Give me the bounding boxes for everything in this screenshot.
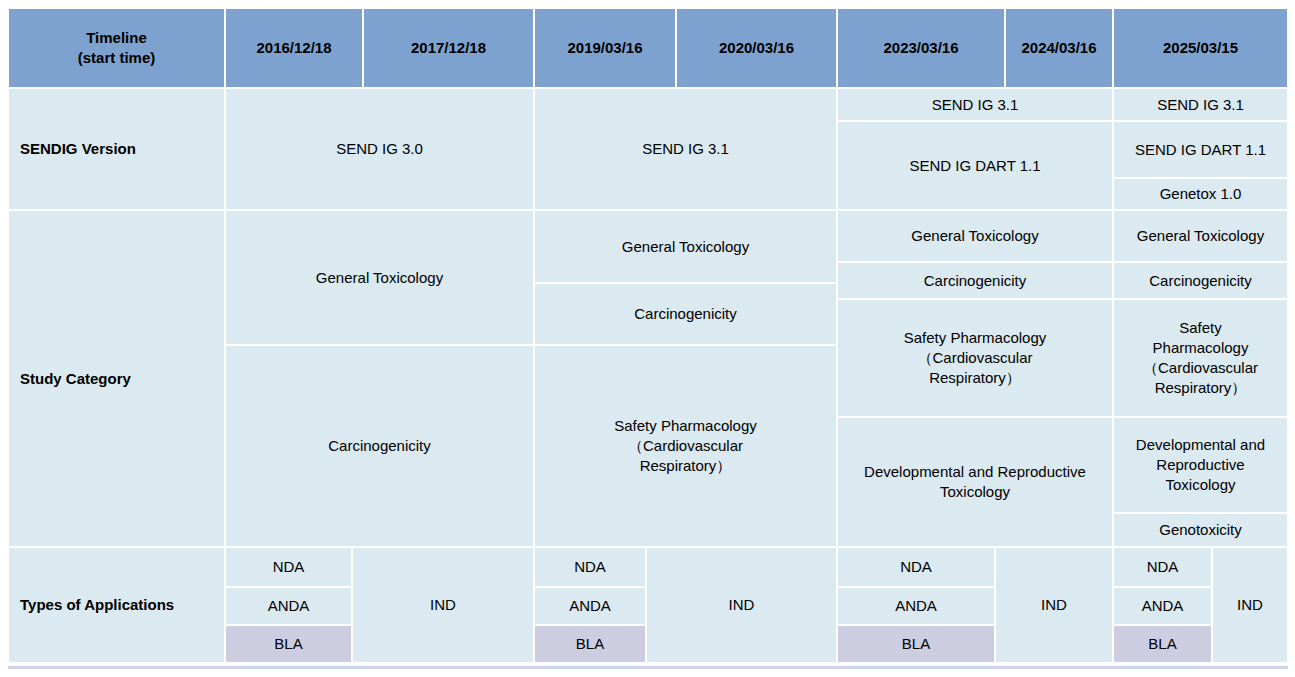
cell-bla-2016: BLA (225, 625, 352, 663)
cell-send-ig-dart-2023-2024: SEND IG DART 1.1 (837, 121, 1113, 210)
table-bottom-strip (8, 666, 1288, 669)
header-cell-date-2017: 2017/12/18 (363, 8, 534, 88)
header-cell-date-2023: 2023/03/16 (837, 8, 1005, 88)
header-cell-date-2019: 2019/03/16 (534, 8, 676, 88)
cell-nda-2025: NDA (1113, 547, 1212, 587)
header-cell-date-2016: 2016/12/18 (225, 8, 363, 88)
cell-anda-2016: ANDA (225, 587, 352, 625)
cell-send-ig-dart-2025: SEND IG DART 1.1 (1113, 121, 1288, 178)
cell-carcinogenicity-2016-2017: Carcinogenicity (225, 345, 534, 547)
row-label-types-of-applications: Types of Applications (8, 547, 225, 663)
cell-safety-pharm-2025: Safety Pharmacology （Cardiovascular Resp… (1113, 299, 1288, 417)
cell-general-tox-2025: General Toxicology (1113, 210, 1288, 262)
cell-send-ig-31-2023-2024: SEND IG 3.1 (837, 88, 1113, 121)
cell-send-ig-31-2025: SEND IG 3.1 (1113, 88, 1288, 121)
cell-ind-2020: IND (646, 547, 837, 663)
cell-safety-pharm-2023-2024: Safety Pharmacology （Cardiovascular Resp… (837, 299, 1113, 417)
cell-carcinogenicity-2019-2020: Carcinogenicity (534, 283, 837, 345)
header-cell-date-2024: 2024/03/16 (1005, 8, 1113, 88)
cell-ind-2017: IND (352, 547, 534, 663)
row-label-study-category: Study Category (8, 210, 225, 547)
header-cell-date-2025: 2025/03/15 (1113, 8, 1288, 88)
cell-general-tox-2023-2024: General Toxicology (837, 210, 1113, 262)
cell-nda-2019: NDA (534, 547, 646, 587)
cell-nda-2023: NDA (837, 547, 995, 587)
cell-send-ig-30: SEND IG 3.0 (225, 88, 534, 210)
cell-nda-2016: NDA (225, 547, 352, 587)
cell-ind-2024: IND (995, 547, 1113, 663)
send-timeline-table: Timeline (start time) 2016/12/18 2017/12… (0, 0, 1295, 677)
cell-general-tox-2016-2017: General Toxicology (225, 210, 534, 345)
cell-dev-repro-tox-2023-2024: Developmental and Reproductive Toxicolog… (837, 417, 1113, 547)
cell-safety-pharm-2019-2020: Safety Pharmacology （Cardiovascular Resp… (534, 345, 837, 547)
cell-dev-repro-tox-2025: Developmental and Reproductive Toxicolog… (1113, 417, 1288, 513)
cell-anda-2023: ANDA (837, 587, 995, 625)
cell-anda-2019: ANDA (534, 587, 646, 625)
cell-genetox-2025: Genetox 1.0 (1113, 178, 1288, 210)
cell-send-ig-31-2019-2020: SEND IG 3.1 (534, 88, 837, 210)
cell-anda-2025: ANDA (1113, 587, 1212, 625)
cell-bla-2023: BLA (837, 625, 995, 663)
cell-bla-2019: BLA (534, 625, 646, 663)
header-cell-timeline: Timeline (start time) (8, 8, 225, 88)
cell-bla-2025: BLA (1113, 625, 1212, 663)
cell-general-tox-2019-2020: General Toxicology (534, 210, 837, 283)
row-label-sendig-version: SENDIG Version (8, 88, 225, 210)
header-cell-date-2020: 2020/03/16 (676, 8, 837, 88)
cell-carcinogenicity-2025: Carcinogenicity (1113, 262, 1288, 299)
cell-carcinogenicity-2023-2024: Carcinogenicity (837, 262, 1113, 299)
cell-ind-2025: IND (1212, 547, 1288, 663)
cell-genotoxicity-2025: Genotoxicity (1113, 513, 1288, 547)
